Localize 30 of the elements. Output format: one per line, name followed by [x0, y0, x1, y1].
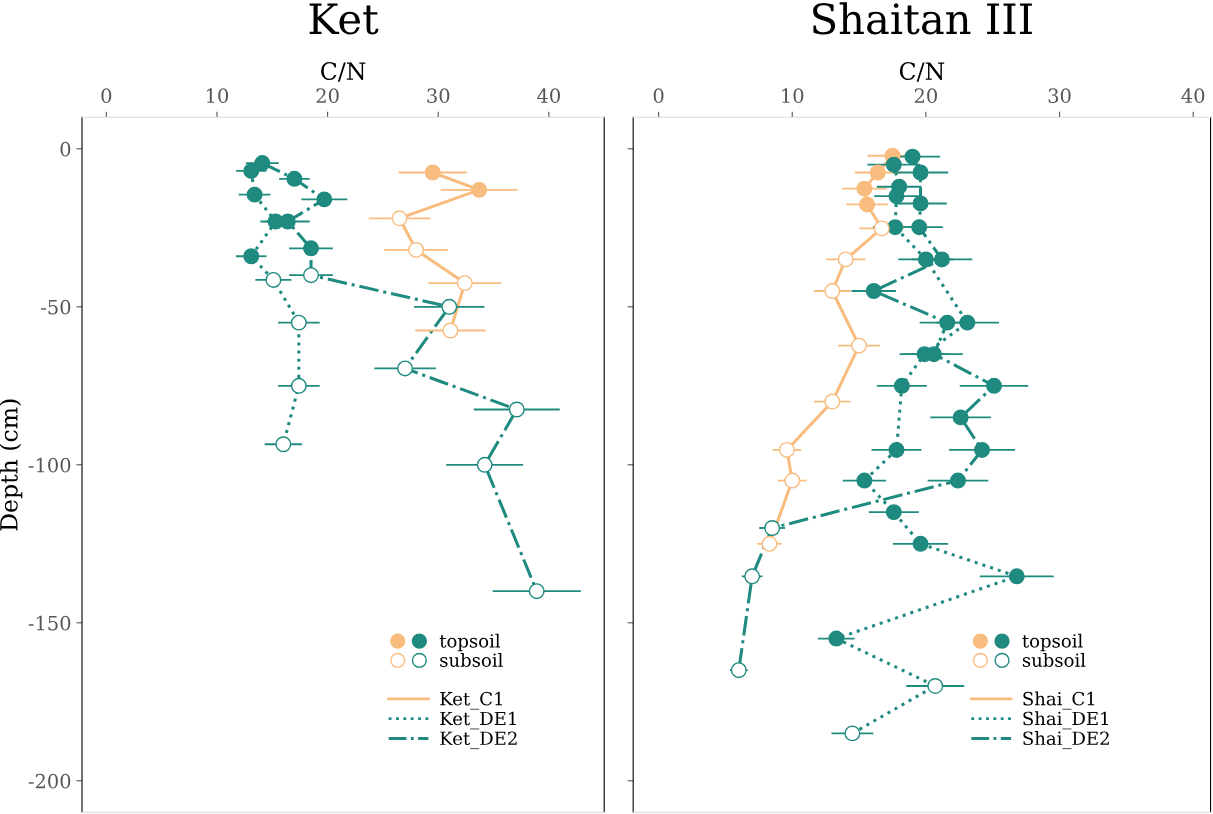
y-tick-label: -150	[28, 615, 71, 631]
y-tick-label: 0	[60, 141, 71, 157]
y-tick-label: -200	[28, 773, 71, 789]
x-tick-label: 20	[316, 88, 339, 104]
x-tick-label: 0	[653, 88, 664, 104]
legend-label: Shai_DE2	[1023, 731, 1109, 750]
chart-title: Shaitan III	[813, 2, 1032, 35]
legend-label: topsoil	[439, 633, 501, 652]
x-tick-label: 10	[782, 88, 804, 104]
legend-label: topsoil	[1022, 633, 1083, 652]
legend-label: Shai_DE1	[1023, 711, 1109, 730]
y-tick-label: -50	[41, 299, 71, 315]
x-tick-label: 40	[1181, 88, 1205, 104]
legend-label: subsoil	[1022, 652, 1086, 667]
legend-label: Ket_DE2	[440, 731, 517, 750]
chart-title: Ket	[309, 3, 379, 35]
x-tick-label: 20	[914, 88, 937, 104]
y-axis-title: Depth (cm)	[0, 399, 23, 531]
x-tick-label: 0	[101, 88, 112, 104]
legend-label: Ket_DE1	[440, 711, 516, 730]
legend-label: Shai_C1	[1023, 691, 1095, 710]
legend-label: subsoil	[440, 652, 503, 667]
x-tick-label: 40	[537, 88, 560, 104]
x-tick-label: 30	[1048, 88, 1071, 104]
y-tick-label: -100	[28, 457, 71, 473]
x-tick-label: 10	[206, 88, 229, 104]
legend-label: Ket_C1	[440, 691, 502, 710]
x-tick-label: 30	[427, 88, 450, 104]
x-axis-title: C/N	[321, 62, 366, 82]
x-axis-title: C/N	[899, 62, 945, 82]
